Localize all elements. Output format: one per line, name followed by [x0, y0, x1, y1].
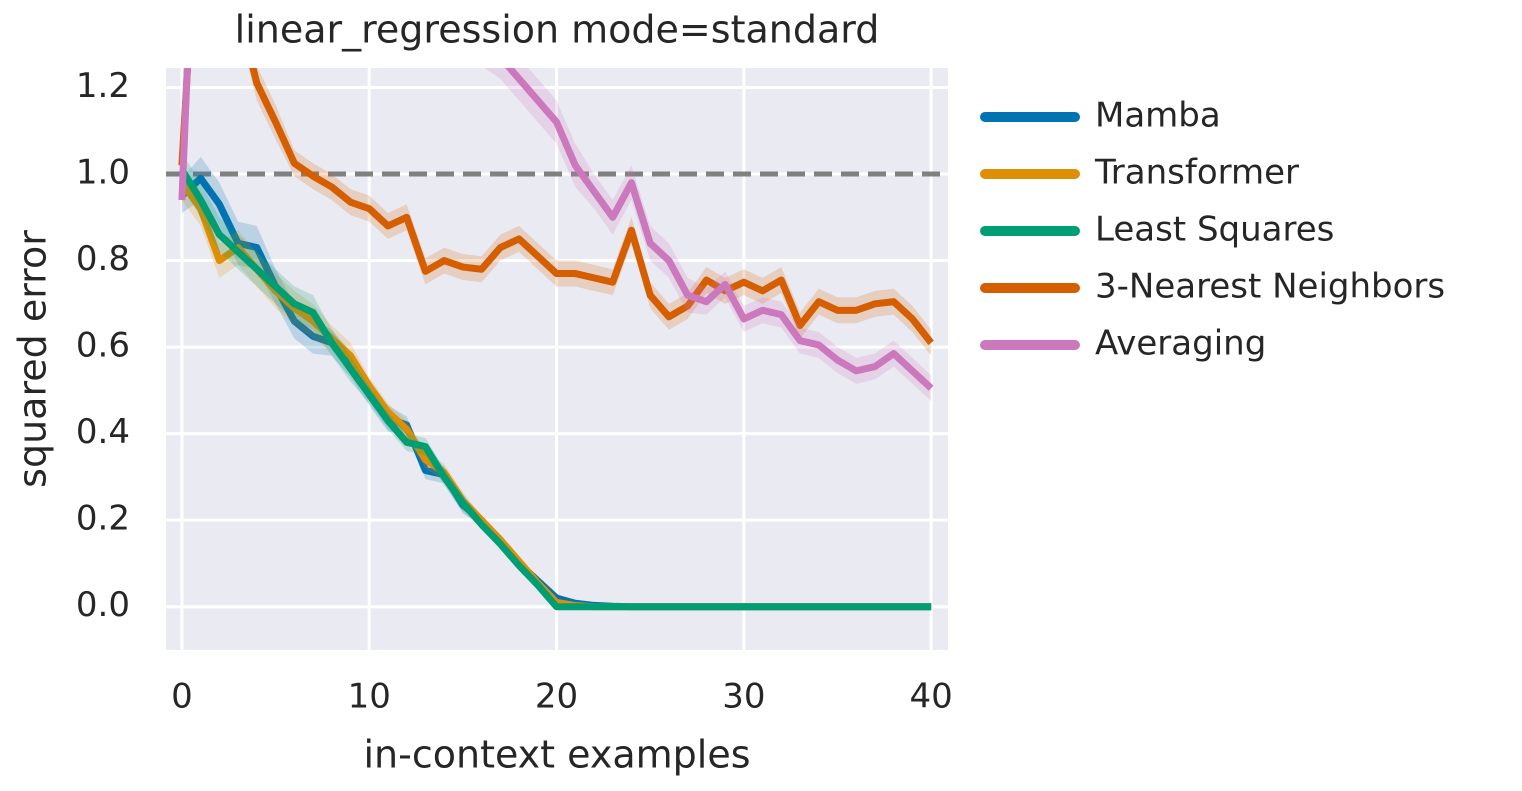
y-tick-label: 0.0 — [76, 585, 130, 625]
legend-label: 3-Nearest Neighbors — [1095, 267, 1445, 307]
marks — [166, 68, 948, 611]
legend-label: Least Squares — [1095, 210, 1334, 250]
y-tick-label: 0.6 — [76, 326, 130, 366]
x-tick-label: 0 — [171, 677, 193, 717]
y-tick-label: 0.2 — [76, 499, 130, 539]
x-tick-label: 40 — [910, 677, 953, 717]
chart-title: linear_regression mode=standard — [235, 8, 880, 52]
y-tick-label: 0.4 — [76, 412, 130, 452]
x-tick-label: 30 — [722, 677, 765, 717]
legend-label: Transformer — [1094, 153, 1299, 193]
legend: Mamba Transformer Least Squares 3-Nearest N… — [980, 96, 1445, 364]
x-tick-label: 10 — [348, 677, 391, 717]
legend-label: Mamba — [1095, 96, 1221, 136]
y-axis-label: squared error — [11, 230, 55, 488]
y-tick-label: 1.0 — [76, 153, 130, 193]
x-axis-label: in-context examples — [363, 733, 750, 777]
series-line — [178, 167, 932, 611]
y-tick-label: 0.8 — [76, 239, 130, 279]
x-tick-label: 20 — [535, 677, 578, 717]
series-line — [178, 68, 934, 391]
legend-label: Averaging — [1095, 324, 1266, 364]
y-tick-label: 1.2 — [76, 66, 130, 106]
series-line — [178, 68, 934, 345]
